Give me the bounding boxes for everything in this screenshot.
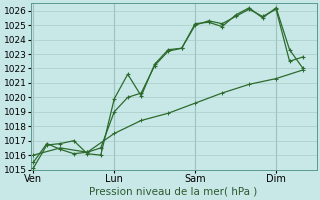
X-axis label: Pression niveau de la mer( hPa ): Pression niveau de la mer( hPa ) (90, 187, 258, 197)
